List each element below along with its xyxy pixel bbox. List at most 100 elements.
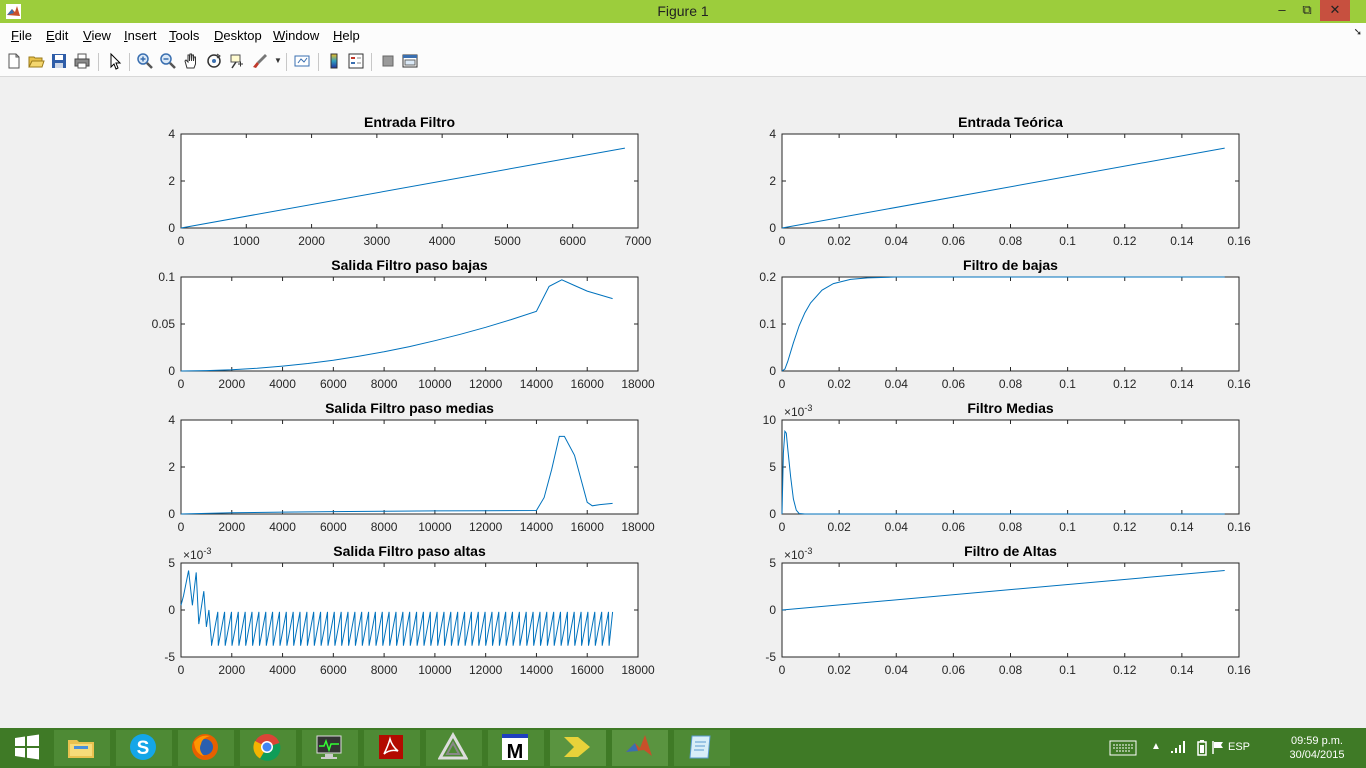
taskbar-app[interactable] [302, 730, 358, 766]
x-tick-label: 0.04 [885, 520, 909, 534]
x-tick-label: 4000 [429, 234, 456, 248]
axis-exponent-label: ×10-3 [183, 546, 211, 562]
x-tick-label: 0.14 [1170, 377, 1194, 391]
menu-tools[interactable]: Tools [169, 28, 200, 43]
menu-desktop[interactable]: Desktop [214, 28, 262, 43]
colorbar-icon[interactable] [325, 52, 343, 70]
pan-icon[interactable] [182, 52, 200, 70]
zoom-in-icon[interactable] [136, 52, 154, 70]
plot-line [781, 147, 1225, 229]
brush-icon[interactable] [251, 52, 269, 70]
subplot-6[interactable]: Filtro Medias 0 0.02 0.04 0.06 0.08 0.1 0.12 0.1… [763, 400, 1251, 534]
subplot-1[interactable]: Entrada Filtro 0 1000 2000 3000 4000 5000 6000 7… [168, 114, 651, 248]
x-tick-label: 0 [779, 234, 786, 248]
show-plot-tools-icon[interactable] [401, 52, 419, 70]
taskbar-app[interactable] [364, 730, 420, 766]
minimize-button[interactable]: – [1278, 2, 1286, 17]
subplot-4[interactable]: Filtro de bajas 0 0.02 0.04 0.06 0.08 0.1 0.12 0… [759, 257, 1251, 391]
battery-icon[interactable] [1196, 739, 1208, 756]
x-tick-label: 0.02 [827, 234, 851, 248]
monitor-app-icon [316, 735, 342, 759]
subplot-7[interactable]: Salida Filtro paso altas 0 2000 4000 6000 800… [164, 543, 655, 677]
hide-plot-tools-icon[interactable] [379, 52, 397, 70]
maximize-button[interactable]: ⧉ [1302, 2, 1312, 17]
network-signal-icon[interactable] [1170, 740, 1186, 754]
edit-plot-icon[interactable] [106, 52, 124, 70]
x-tick-label: 0.14 [1170, 234, 1194, 248]
menu-overflow-arrow-icon[interactable]: ➘ [1353, 27, 1362, 38]
x-tick-label: 12000 [469, 377, 503, 391]
file-explorer-icon [68, 740, 94, 758]
figure-area[interactable]: Entrada Filtro 0 1000 2000 3000 4000 5000 6000 7… [0, 78, 1366, 728]
chrome-icon [253, 734, 281, 761]
x-tick-label: 14000 [520, 520, 554, 534]
legend-icon[interactable] [347, 52, 365, 70]
subplot-title: Salida Filtro paso altas [333, 543, 486, 559]
taskbar-app[interactable] [54, 730, 110, 766]
menu-help[interactable]: Help [333, 28, 360, 43]
svg-text:M: M [507, 741, 524, 762]
toolbar: ▼ [0, 47, 1366, 77]
open-file-icon[interactable] [27, 52, 45, 70]
window-title: Figure 1 [657, 3, 709, 19]
x-tick-label: 4000 [269, 377, 296, 391]
subplot-3[interactable]: Salida Filtro paso bajas 0 2000 4000 6000 800… [152, 257, 655, 391]
subplot-8[interactable]: Filtro de Altas 0 0.02 0.04 0.06 0.08 0.1 0.12 0… [765, 543, 1251, 677]
y-tick-label: 2 [769, 174, 776, 188]
close-button[interactable]: ✕ [1320, 0, 1350, 21]
subplot-title: Salida Filtro paso bajas [331, 257, 488, 273]
x-tick-label: 0.02 [827, 663, 851, 677]
brush-dropdown-arrow-icon[interactable]: ▼ [274, 56, 282, 65]
taskbar-app[interactable]: S [116, 730, 172, 766]
x-tick-label: 3000 [364, 234, 391, 248]
data-cursor-icon[interactable] [228, 52, 246, 70]
plot-line [781, 276, 1225, 372]
taskbar: S M ▲ ESP 09:59 p.m. 30/04/2015 [0, 728, 1366, 768]
print-icon[interactable] [73, 52, 91, 70]
menu-window[interactable]: Window [273, 28, 320, 43]
zoom-out-icon[interactable] [159, 52, 177, 70]
taskbar-app[interactable] [550, 730, 606, 766]
subplot-5[interactable]: Salida Filtro paso medias 0 2000 4000 6000 80… [168, 400, 655, 534]
x-tick-label: 2000 [218, 377, 245, 391]
taskbar-app[interactable] [426, 730, 482, 766]
menu-view[interactable]: View [83, 28, 111, 43]
acrobat-icon [379, 735, 403, 759]
x-tick-label: 0.1 [1059, 520, 1076, 534]
y-tick-label: 0.1 [158, 270, 175, 284]
toolbar-separator [318, 53, 319, 71]
show-hidden-icons-icon[interactable]: ▲ [1151, 741, 1161, 752]
menu-file[interactable]: File [11, 28, 32, 43]
x-tick-label: 0.08 [999, 663, 1023, 677]
action-center-flag-icon[interactable] [1211, 740, 1225, 755]
x-tick-label: 8000 [371, 520, 398, 534]
save-icon[interactable] [50, 52, 68, 70]
x-tick-label: 14000 [520, 663, 554, 677]
input-language[interactable]: ESP [1228, 741, 1251, 753]
x-tick-label: 0.16 [1227, 234, 1251, 248]
link-plot-icon[interactable] [293, 52, 311, 70]
y-tick-label: 10 [763, 413, 777, 427]
menu-edit[interactable]: Edit [46, 28, 69, 43]
x-tick-label: 0 [178, 520, 185, 534]
taskbar-app[interactable] [240, 730, 296, 766]
menu-insert[interactable]: Insert [124, 28, 157, 43]
rotate-3d-icon[interactable] [205, 52, 223, 70]
clock[interactable]: 09:59 p.m. 30/04/2015 [1282, 734, 1352, 762]
x-tick-label: 18000 [621, 663, 655, 677]
subplot-2[interactable]: Entrada Teórica 0 0.02 0.04 0.06 0.08 0.1 0.12 0… [769, 114, 1251, 248]
new-figure-icon[interactable] [5, 52, 23, 70]
taskbar-app[interactable] [178, 730, 234, 766]
taskbar-app[interactable]: M [488, 730, 544, 766]
taskbar-app[interactable] [674, 730, 730, 766]
y-tick-label: 0 [769, 364, 776, 378]
toolbar-separator [129, 53, 130, 71]
x-tick-label: 0.04 [885, 663, 909, 677]
y-tick-label: 5 [168, 556, 175, 570]
start-button[interactable] [0, 730, 56, 766]
taskbar-app-active[interactable] [612, 730, 668, 766]
keyboard-icon[interactable] [1109, 740, 1137, 756]
x-tick-label: 16000 [571, 663, 605, 677]
x-tick-label: 0.02 [827, 520, 851, 534]
x-tick-label: 18000 [621, 520, 655, 534]
